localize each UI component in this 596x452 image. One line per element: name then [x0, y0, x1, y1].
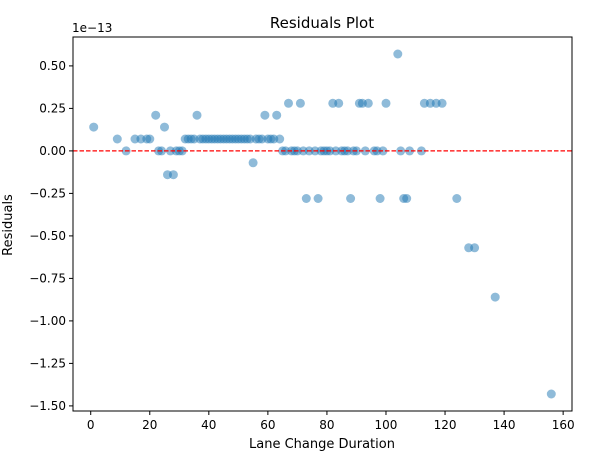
y-ticks: 0.50 0.25 0.00 −0.25 −0.50 −0.75 −1.00 −1.25 −1.… — [29, 59, 73, 413]
data-point — [295, 98, 305, 108]
y-tick-label: −0.25 — [29, 186, 66, 200]
data-point — [360, 146, 370, 156]
data-point — [284, 98, 293, 108]
y-tick-label: −0.75 — [29, 271, 66, 285]
y-tick-label: −1.50 — [29, 399, 66, 413]
y-tick-label: −1.25 — [29, 356, 66, 370]
data-point — [301, 194, 311, 203]
x-ticks: 0 20 40 60 80 100 120 140 160 — [87, 411, 575, 432]
data-point — [452, 194, 462, 203]
data-point — [192, 110, 202, 120]
data-point — [490, 292, 500, 302]
x-axis-label: Lane Change Duration — [249, 437, 395, 452]
data-point — [381, 98, 391, 108]
x-tick-label: 100 — [375, 418, 398, 432]
data-point — [145, 134, 155, 144]
data-point — [168, 170, 178, 180]
y-tick-label: 0.25 — [39, 101, 66, 115]
y-offset-text: 1e−13 — [72, 21, 112, 35]
data-point — [405, 146, 415, 156]
data-point — [393, 49, 403, 59]
data-point — [112, 134, 122, 144]
chart-title: Residuals Plot — [270, 14, 374, 32]
x-tick-label: 160 — [552, 418, 575, 432]
y-tick-label: 0.50 — [39, 59, 66, 73]
x-tick-label: 20 — [142, 418, 157, 432]
data-point — [546, 389, 556, 399]
plot-frame — [72, 36, 573, 412]
data-point — [272, 110, 282, 120]
y-tick-label: 0.00 — [39, 144, 66, 158]
x-tick-label: 40 — [201, 418, 216, 432]
data-point — [402, 194, 412, 203]
data-point — [151, 110, 161, 120]
data-point — [437, 98, 447, 108]
data-point — [248, 158, 258, 168]
x-tick-label: 0 — [87, 418, 95, 432]
y-axis-label: Residuals — [1, 194, 16, 256]
x-tick-label: 60 — [260, 418, 275, 432]
x-tick-label: 120 — [434, 418, 457, 432]
data-point — [260, 110, 270, 120]
x-tick-label: 80 — [319, 418, 334, 432]
data-point — [363, 98, 373, 108]
data-point — [313, 194, 323, 203]
data-point — [160, 122, 169, 132]
data-point — [375, 194, 385, 203]
data-point — [275, 134, 285, 144]
y-tick-label: −1.00 — [29, 314, 66, 328]
x-tick-label: 140 — [493, 418, 516, 432]
data-point — [334, 98, 344, 108]
data-point — [89, 122, 99, 132]
data-point — [177, 146, 187, 156]
data-point — [346, 194, 356, 203]
y-tick-label: −0.50 — [29, 229, 66, 243]
points-layer — [89, 49, 556, 399]
data-point — [470, 243, 480, 253]
